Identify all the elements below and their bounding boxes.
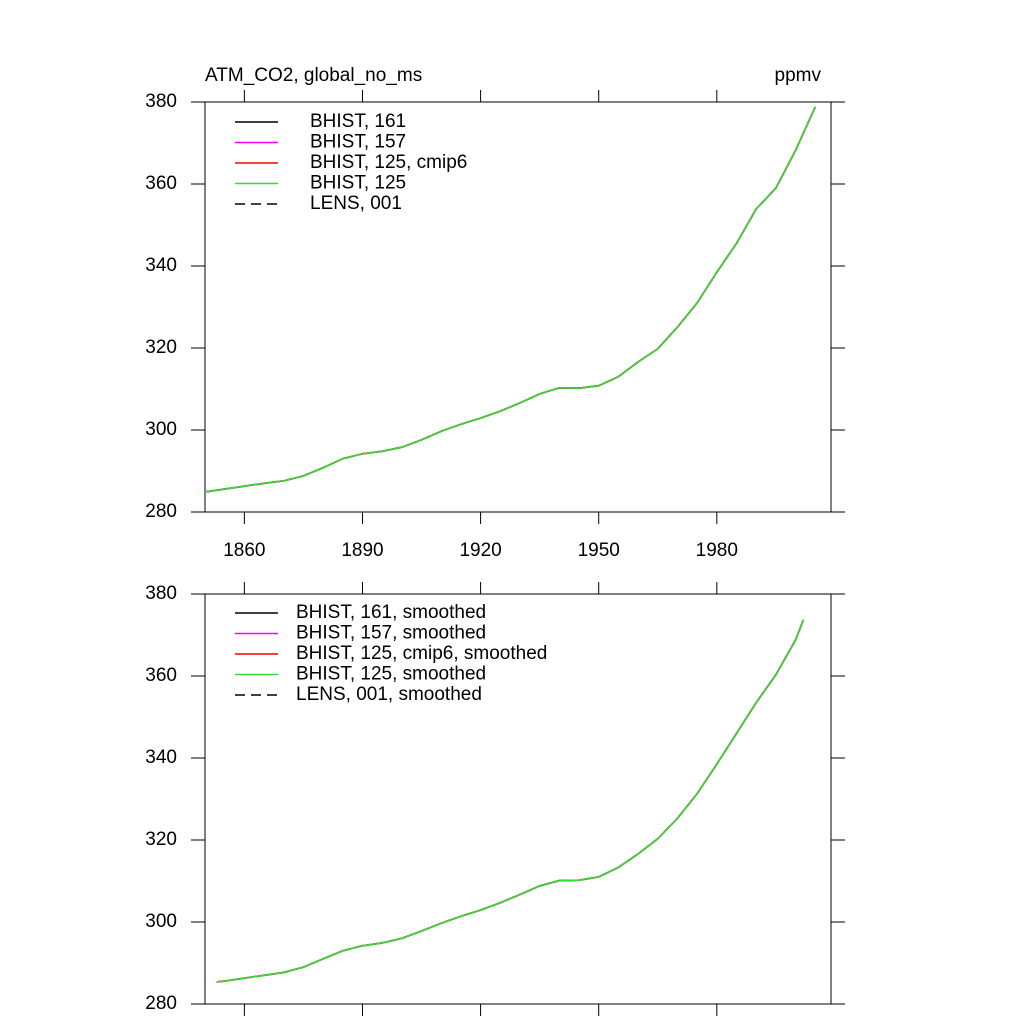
units-label: ppmv (775, 65, 822, 86)
plot-frame (204, 593, 832, 1005)
y-tick-label: 360 (145, 173, 177, 194)
series-line (204, 106, 816, 493)
y-tick-label: 320 (145, 829, 177, 850)
y-tick-label: 320 (145, 337, 177, 358)
x-tick-label: 1890 (341, 540, 383, 561)
legend-label: BHIST, 125, smoothed (296, 664, 486, 685)
legend-label: BHIST, 157 (310, 132, 406, 153)
legend-label: BHIST, 161, smoothed (296, 602, 486, 623)
legend-label: BHIST, 157, smoothed (296, 623, 486, 644)
plot-frame (204, 101, 832, 513)
legend-label: BHIST, 125 (310, 173, 406, 194)
series-line (204, 106, 816, 493)
series-line (216, 619, 805, 983)
y-tick-label: 340 (145, 255, 177, 276)
y-tick-label: 280 (145, 501, 177, 522)
y-tick-label: 280 (145, 993, 177, 1014)
series-line (204, 106, 816, 493)
y-tick-label: 300 (145, 419, 177, 440)
series-line (204, 106, 816, 493)
y-tick-label: 300 (145, 911, 177, 932)
x-tick-label: 1950 (578, 540, 620, 561)
legend-label: BHIST, 161 (310, 111, 406, 132)
legend-label: LENS, 001 (310, 193, 402, 214)
series-line (204, 106, 816, 493)
x-tick-label: 1920 (459, 540, 501, 561)
legend-label: BHIST, 125, cmip6, smoothed (296, 643, 547, 664)
y-tick-label: 380 (145, 583, 177, 604)
y-tick-label: 340 (145, 747, 177, 768)
x-tick-label: 1980 (696, 540, 738, 561)
x-tick-label: 1860 (223, 540, 265, 561)
y-tick-label: 380 (145, 91, 177, 112)
legend-label: BHIST, 125, cmip6 (310, 152, 467, 173)
legend-label: LENS, 001, smoothed (296, 684, 482, 705)
chart-title: ATM_CO2, global_no_ms (205, 65, 422, 86)
y-tick-label: 360 (145, 665, 177, 686)
